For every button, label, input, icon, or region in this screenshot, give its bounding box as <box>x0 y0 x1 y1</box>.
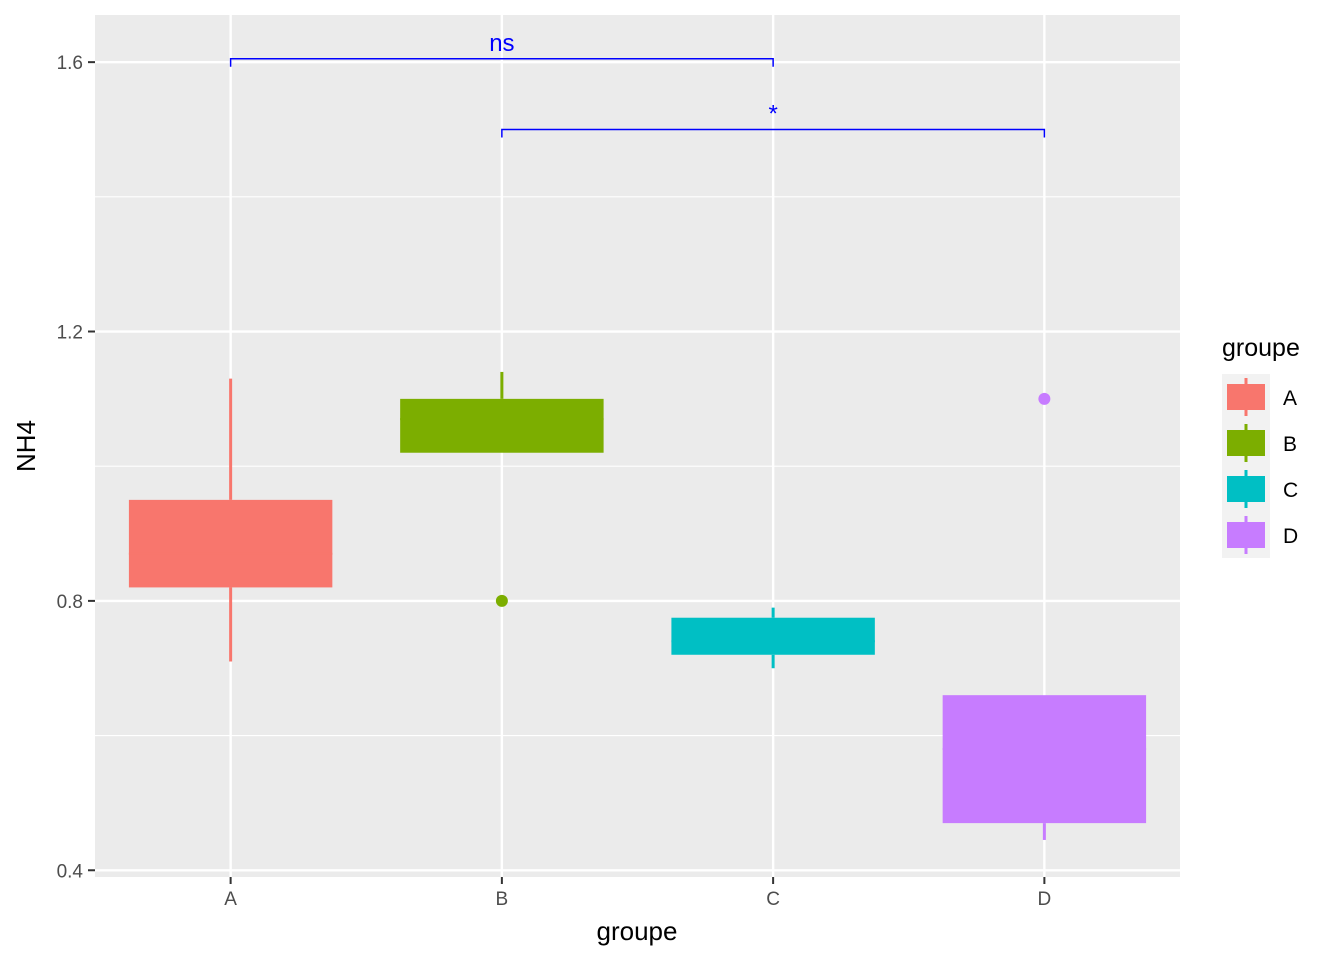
legend-item-label: D <box>1283 525 1298 548</box>
legend-item-label: B <box>1283 433 1297 456</box>
x-tick-label: D <box>1038 889 1052 910</box>
x-tick-label: C <box>766 889 780 910</box>
box-group-b <box>400 371 604 607</box>
boxes <box>128 371 1147 840</box>
box-iqr <box>942 695 1147 824</box>
y-tick-label: 1.6 <box>57 53 83 74</box>
legend-key-box <box>1227 384 1265 410</box>
legend-title: groupe <box>1222 334 1300 362</box>
legend-key-box <box>1227 522 1265 548</box>
y-axis-title: NH4 <box>11 420 41 472</box>
significance-label: ns <box>489 30 514 57</box>
significance-label: * <box>768 100 777 127</box>
significance-annotations: ns * <box>229 30 1046 138</box>
significance-bracket <box>501 128 1046 138</box>
significance-bracket <box>229 58 774 67</box>
box-group-a <box>128 378 333 662</box>
box-group-d <box>942 392 1147 840</box>
outlier-point <box>495 594 508 607</box>
box-group-c <box>671 607 875 669</box>
box-iqr <box>128 499 333 588</box>
x-axis-title: groupe <box>597 916 678 946</box>
y-tick-label: 1.2 <box>57 323 83 344</box>
legend-key-box <box>1227 430 1265 456</box>
x-tick-label: B <box>496 889 509 910</box>
x-tick-label: A <box>224 889 237 910</box>
y-tick-label: 0.4 <box>57 861 84 882</box>
legend-key-box <box>1227 476 1265 502</box>
box-iqr <box>400 398 604 453</box>
legend-item-label: C <box>1283 479 1298 502</box>
y-tick-label: 0.8 <box>57 592 83 613</box>
box-iqr <box>671 617 875 655</box>
axes: 0.4 0.8 1.2 1.6 A B C D <box>57 53 1052 910</box>
outlier-point <box>1038 392 1051 405</box>
legend-item-label: A <box>1283 387 1297 410</box>
